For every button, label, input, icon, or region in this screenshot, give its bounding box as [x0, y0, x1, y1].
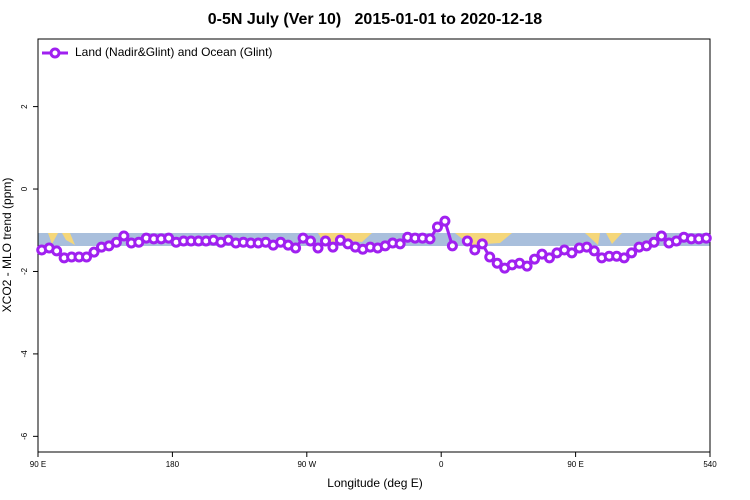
y-tick-label: -6 [20, 432, 29, 440]
y-axis-label: XCO2 - MLO trend (ppm) [0, 178, 14, 313]
point [118, 230, 130, 242]
point [700, 232, 712, 244]
y-tick-label: -2 [20, 267, 29, 275]
chart-title: 0-5N July (Ver 10) 2015-01-01 to 2020-12… [208, 11, 543, 28]
y-tick-label: 0 [20, 186, 29, 191]
y-tick-label: 2 [20, 104, 29, 109]
point [655, 230, 667, 242]
point [521, 260, 533, 272]
x-axis-label: Longitude (deg E) [327, 476, 422, 490]
legend-marker [49, 47, 61, 59]
point [312, 242, 324, 254]
point [529, 253, 541, 265]
point [424, 233, 436, 245]
legend: Land (Nadir&Glint) and Ocean (Glint) [42, 45, 272, 59]
x-tick-label: 90 E [30, 460, 46, 469]
x-tick-label: 90 W [297, 460, 316, 469]
point [588, 245, 600, 257]
point [618, 252, 630, 264]
x-tick-label: 180 [166, 460, 180, 469]
point [469, 244, 481, 256]
point [648, 236, 660, 248]
x-tick-label: 540 [703, 460, 717, 469]
x-tick-label: 90 E [567, 460, 583, 469]
x-tick-label: 0 [439, 460, 444, 469]
point [319, 235, 331, 247]
point [446, 240, 458, 252]
point [476, 238, 488, 250]
point [461, 235, 473, 247]
point [626, 247, 638, 259]
y-tick-label: -4 [20, 350, 29, 358]
plot-frame [37, 38, 711, 453]
point [88, 246, 100, 258]
point [491, 257, 503, 269]
point [290, 242, 302, 254]
point [110, 236, 122, 248]
point [484, 251, 496, 263]
point [394, 238, 406, 250]
point [81, 251, 93, 263]
point [431, 221, 443, 233]
point [327, 241, 339, 253]
point [305, 235, 317, 247]
point [543, 252, 555, 264]
point [439, 215, 451, 227]
legend-label: Land (Nadir&Glint) and Ocean (Glint) [75, 45, 272, 59]
point [566, 247, 578, 259]
point [51, 245, 63, 257]
